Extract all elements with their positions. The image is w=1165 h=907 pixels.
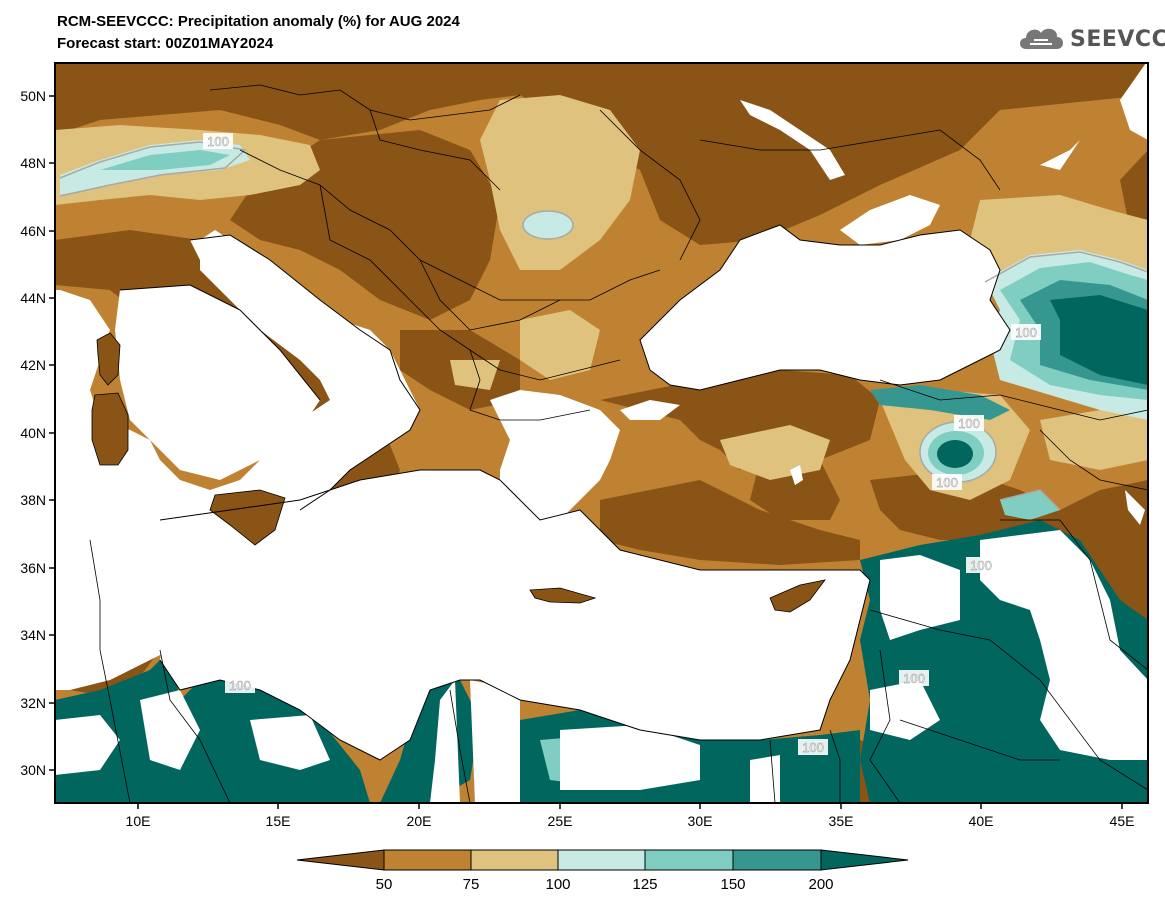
colorbar-right-arrow (820, 849, 909, 871)
contour-label: 100 (1015, 325, 1037, 340)
latitude-axis: 50N 48N 46N 44N 42N 40N 38N 36N 34N 32N … (20, 88, 55, 778)
lat-label: 32N (20, 695, 46, 711)
colorbar-left-arrow (296, 849, 385, 871)
colorbar-swatch (557, 849, 646, 871)
colorbar-label: 125 (632, 876, 657, 893)
colorbar-label: 200 (808, 876, 833, 893)
contour-label: 100 (958, 416, 980, 431)
islands (91, 332, 826, 613)
contour-label: 100 (229, 678, 251, 693)
lat-label: 50N (20, 88, 46, 104)
map-field (55, 63, 1148, 803)
map-title: RCM-SEEVCCC: Precipitation anomaly (%) f… (57, 13, 460, 30)
lon-ticks (137, 803, 1123, 809)
lat-label: 40N (20, 425, 46, 441)
colorbar-label: 50 (376, 876, 393, 893)
contour-label-group: 100 100 100 100 100 100 100 100 (203, 133, 1041, 755)
country-borders (89, 84, 1148, 803)
lon-label: 40E (969, 813, 994, 829)
lat-label: 42N (20, 357, 46, 373)
nodata-blocks (55, 530, 1148, 803)
colorbar-swatch (470, 849, 559, 871)
contour-label: 100 (207, 134, 229, 149)
lat-label: 48N (20, 155, 46, 171)
logo-text: SEEVCCC (1070, 27, 1165, 52)
colorbar-swatch (644, 849, 734, 871)
lat-label: 34N (20, 627, 46, 643)
lon-label: 25E (548, 813, 573, 829)
lon-label: 45E (1110, 813, 1135, 829)
lon-label: 35E (829, 813, 854, 829)
contour-label: 100 (802, 740, 824, 755)
lat-label: 38N (20, 492, 46, 508)
longitude-axis: 10E 15E 20E 25E 30E 35E 40E 45E (126, 803, 1135, 829)
colorbar-label: 100 (545, 876, 570, 893)
contour-label: 100 (903, 671, 925, 686)
colorbar-label: 75 (463, 876, 480, 893)
lat-ticks (49, 95, 55, 771)
lat-label: 30N (20, 762, 46, 778)
lon-label: 30E (688, 813, 713, 829)
lon-label: 10E (126, 813, 151, 829)
contour-label: 100 (936, 475, 958, 490)
lon-label: 20E (407, 813, 432, 829)
colorbar-swatch (383, 849, 472, 871)
lat-label: 44N (20, 290, 46, 306)
coastlines (119, 224, 1011, 761)
contour-label: 100 (970, 558, 992, 573)
colorbar-swatch (732, 849, 822, 871)
forecast-start-label: Forecast start: 00Z01MAY2024 (57, 35, 274, 52)
sea-areas (55, 63, 1148, 760)
seevccc-logo: SEEVCCC (1016, 21, 1165, 59)
colorbar: 50 75 100 125 150 200 (296, 849, 909, 893)
cloud-icon (1020, 28, 1063, 49)
lat-label: 36N (20, 560, 46, 576)
lat-label: 46N (20, 223, 46, 239)
lon-label: 15E (266, 813, 291, 829)
colorbar-label: 150 (720, 876, 745, 893)
